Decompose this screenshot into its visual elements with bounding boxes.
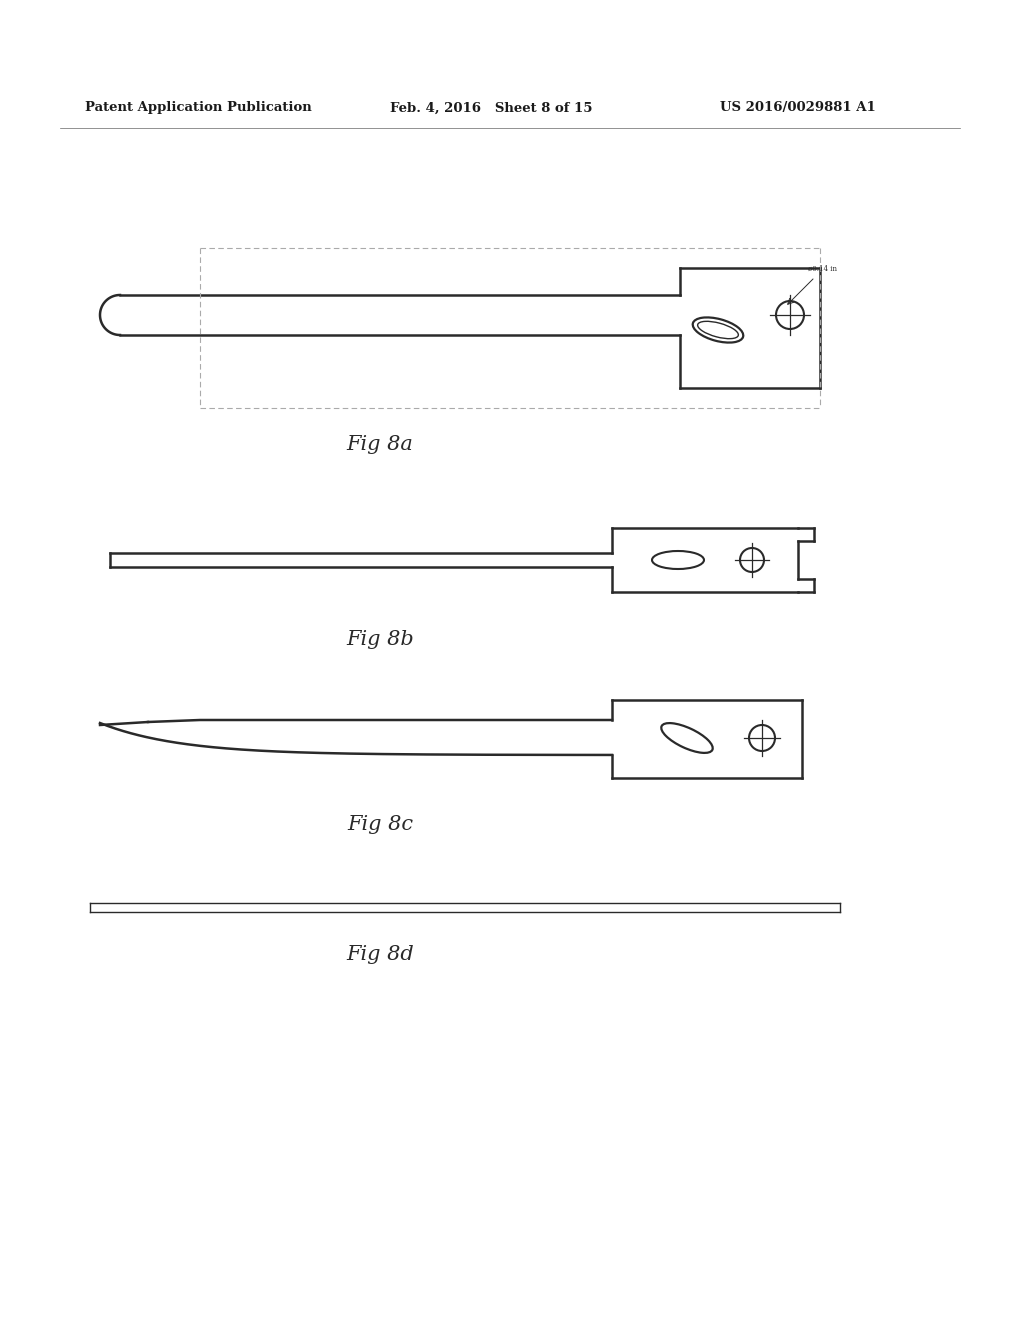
Text: Fig 8b: Fig 8b (346, 630, 414, 649)
Text: Fig 8a: Fig 8a (346, 436, 414, 454)
Text: Fig 8d: Fig 8d (346, 945, 414, 964)
Text: Feb. 4, 2016   Sheet 8 of 15: Feb. 4, 2016 Sheet 8 of 15 (390, 102, 593, 115)
Text: Fig 8c: Fig 8c (347, 814, 413, 834)
Text: Patent Application Publication: Patent Application Publication (85, 102, 311, 115)
Text: ø0.14 in: ø0.14 in (808, 265, 837, 273)
Text: US 2016/0029881 A1: US 2016/0029881 A1 (720, 102, 876, 115)
